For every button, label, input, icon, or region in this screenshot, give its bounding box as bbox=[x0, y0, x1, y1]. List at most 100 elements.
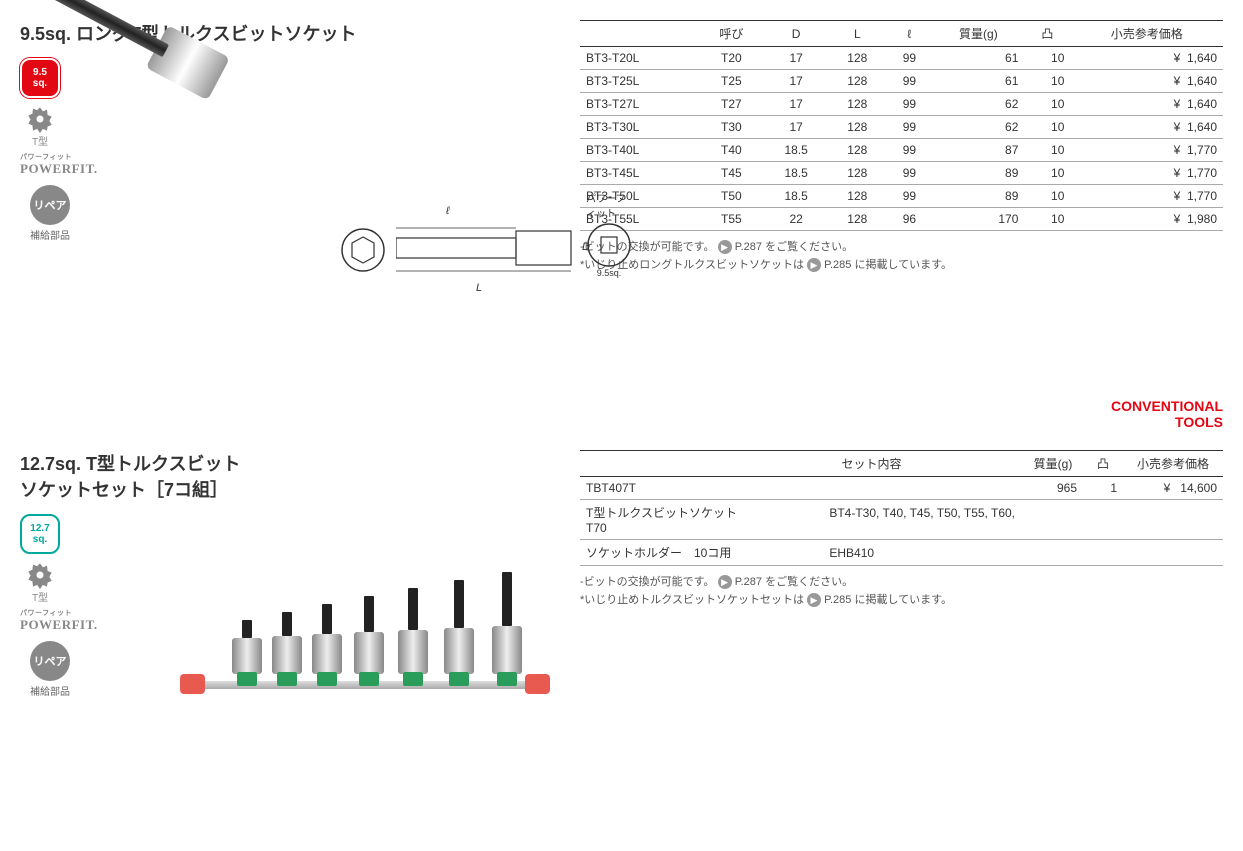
socket-item bbox=[396, 588, 430, 686]
repair-badge-icon-2: リペア bbox=[30, 641, 70, 681]
spec-table-1: 呼びDLℓ質量(g)凸小売参考価格 BT3-T20LT2017128996110… bbox=[580, 20, 1223, 231]
cell-price: ¥ 1,770 bbox=[1070, 139, 1223, 162]
note2-2b: P.285 に掲載しています。 bbox=[824, 594, 952, 606]
cell: 62 bbox=[932, 116, 1024, 139]
cell-code: BT3-T30L bbox=[580, 116, 699, 139]
t2-h1: セット内容 bbox=[720, 451, 1023, 477]
t1-header: ℓ bbox=[886, 21, 932, 47]
note2-2a: *いじり止めトルクスビットソケットセットは bbox=[580, 594, 804, 606]
spec-table-2: セット内容 質量(g) 凸 小売参考価格 TBT407T 965 1 ¥ 14,… bbox=[580, 450, 1223, 566]
powerfit-text-2: POWERFIT. bbox=[20, 617, 98, 632]
section-long-torx: 9.5sq. ロングT型トルクスビットソケット 9.5 sq. T型 パワーフィ… bbox=[20, 20, 1223, 278]
cell: T25 bbox=[699, 70, 764, 93]
cell: 10 bbox=[1024, 116, 1070, 139]
cell: T27 bbox=[699, 93, 764, 116]
table-row: BT3-T27LT2717128996210¥ 1,640 bbox=[580, 93, 1223, 116]
cell-price: ¥ 1,640 bbox=[1070, 47, 1223, 70]
cell-code: BT3-T45L bbox=[580, 162, 699, 185]
cell: T40 bbox=[699, 139, 764, 162]
t2-r3: ソケットホルダー 10コ用 EHB410 bbox=[580, 540, 1023, 566]
badge-95sq-icon: 9.5 sq. bbox=[20, 58, 60, 98]
cell-code: BT3-T27L bbox=[580, 93, 699, 116]
right-column-1: 呼びDLℓ質量(g)凸小売参考価格 BT3-T20LT2017128996110… bbox=[580, 20, 1223, 278]
t2-r2: T型トルクスビットソケット BT4-T30, T40, T45, T50, T5… bbox=[580, 500, 1023, 540]
badge-127sq-icon: 12.7 sq. bbox=[20, 514, 60, 554]
cell: 18.5 bbox=[764, 162, 828, 185]
product-image-1: ℓ D L パワーフィット bbox=[160, 58, 560, 278]
table-row: ソケットホルダー 10コ用 EHB410 bbox=[580, 540, 1223, 566]
t1-header: D bbox=[764, 21, 828, 47]
cell-price: ¥ 1,770 bbox=[1070, 162, 1223, 185]
repair-sub-2: 補給部品 bbox=[30, 683, 70, 698]
left-column-1: 9.5sq. ロングT型トルクスビットソケット 9.5 sq. T型 パワーフィ… bbox=[20, 20, 580, 278]
cell: 10 bbox=[1024, 185, 1070, 208]
t1-header: 小売参考価格 bbox=[1070, 21, 1223, 47]
side-label-1: CONVENTIONAL bbox=[20, 398, 1223, 414]
cell: 87 bbox=[932, 139, 1024, 162]
cell: 99 bbox=[886, 116, 932, 139]
cell: 99 bbox=[886, 162, 932, 185]
table-row: TBT407T 965 1 ¥ 14,600 bbox=[580, 477, 1223, 500]
arrow-icon: ▶ bbox=[807, 258, 821, 272]
side-label-2: TOOLS bbox=[20, 414, 1223, 430]
socket-item bbox=[270, 612, 304, 686]
notes-2: -ビットの交換が可能です。 ▶ P.287 をご覧ください。 *いじり止めトルク… bbox=[580, 574, 1223, 609]
cell: 18.5 bbox=[764, 185, 828, 208]
rail-cap-left bbox=[180, 674, 205, 694]
socket-item bbox=[442, 580, 476, 686]
cell: 61 bbox=[932, 47, 1024, 70]
cell: T50 bbox=[699, 185, 764, 208]
torx-label: T型 bbox=[32, 133, 48, 148]
socket-set-image bbox=[170, 534, 560, 714]
cell-code: BT3-T20L bbox=[580, 47, 699, 70]
cell: 128 bbox=[828, 185, 886, 208]
cell: T45 bbox=[699, 162, 764, 185]
section-socket-set: 12.7sq. T型トルクスビット ソケットセット［7コ組］ 12.7 sq. … bbox=[20, 450, 1223, 714]
left-column-2: 12.7sq. T型トルクスビット ソケットセット［7コ組］ 12.7 sq. … bbox=[20, 450, 580, 714]
cell: 17 bbox=[764, 70, 828, 93]
cell: 10 bbox=[1024, 47, 1070, 70]
cell: 128 bbox=[828, 162, 886, 185]
note1b: P.287 をご覧ください。 bbox=[735, 241, 853, 253]
powerfit-badge-2: パワーフィット POWERFIT. bbox=[20, 610, 80, 633]
badge-torx-icon: T型 bbox=[20, 562, 60, 602]
cell: 10 bbox=[1024, 139, 1070, 162]
table-row: BT3-T30LT3017128996210¥ 1,640 bbox=[580, 116, 1223, 139]
cell: 99 bbox=[886, 70, 932, 93]
t1-header: L bbox=[828, 21, 886, 47]
badge-torx-icon: T型 bbox=[20, 106, 60, 146]
diagram-drive-label: 9.5sq. bbox=[597, 268, 622, 278]
cell: 99 bbox=[886, 139, 932, 162]
cell: 99 bbox=[886, 47, 932, 70]
cell: 62 bbox=[932, 93, 1024, 116]
right-column-2: セット内容 質量(g) 凸 小売参考価格 TBT407T 965 1 ¥ 14,… bbox=[580, 450, 1223, 714]
t1-header: 呼び bbox=[699, 21, 764, 47]
cell: 10 bbox=[1024, 70, 1070, 93]
arrow-icon: ▶ bbox=[807, 593, 821, 607]
socket-item bbox=[310, 604, 344, 686]
table-row: BT3-T55LT55221289617010¥ 1,980 bbox=[580, 208, 1223, 231]
cell-price: ¥ 1,640 bbox=[1070, 70, 1223, 93]
cell: 128 bbox=[828, 208, 886, 231]
cell: 128 bbox=[828, 47, 886, 70]
torx-label-2: T型 bbox=[32, 589, 48, 604]
dimension-diagram: ℓ D L パワーフィット bbox=[340, 190, 632, 278]
table-row: BT3-T25LT2517128996110¥ 1,640 bbox=[580, 70, 1223, 93]
note2b: P.285 に掲載しています。 bbox=[824, 259, 952, 271]
powerfit-text: POWERFIT. bbox=[20, 161, 98, 176]
badges-2: 12.7 sq. T型 パワーフィット POWERFIT. リペア 補給部品 bbox=[20, 514, 80, 714]
t1-header: 凸 bbox=[1024, 21, 1070, 47]
cell: 128 bbox=[828, 70, 886, 93]
t2-r1-c0: TBT407T bbox=[580, 477, 720, 500]
cell-price: ¥ 1,980 bbox=[1070, 208, 1223, 231]
cell: 96 bbox=[886, 208, 932, 231]
square-drive-icon bbox=[586, 222, 632, 268]
hex-drive-icon bbox=[340, 227, 386, 273]
badges-1: 9.5 sq. T型 パワーフィット POWERFIT. リペア 補給部品 bbox=[20, 58, 80, 278]
repair-badge-icon: リペア bbox=[30, 185, 70, 225]
cell: 17 bbox=[764, 93, 828, 116]
table-row: BT3-T45LT4518.5128998910¥ 1,770 bbox=[580, 162, 1223, 185]
diagram-l-script: ℓ bbox=[446, 205, 450, 217]
cell: 89 bbox=[932, 162, 1024, 185]
note2-1a: -ビットの交換が可能です。 bbox=[580, 576, 715, 588]
